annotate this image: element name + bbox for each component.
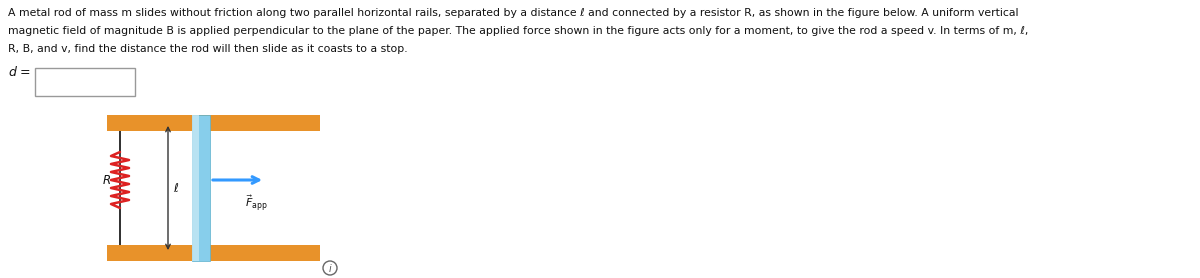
Bar [35, 68, 134, 96]
Bar [192, 115, 210, 261]
Bar [107, 115, 320, 131]
Bar [107, 245, 320, 261]
Bar [192, 115, 199, 261]
Text: R, B, and v, find the distance the rod will then slide as it coasts to a stop.: R, B, and v, find the distance the rod w… [8, 44, 408, 54]
Text: $d$ =: $d$ = [8, 65, 31, 79]
Circle shape [323, 261, 337, 275]
Text: magnetic field of magnitude B is applied perpendicular to the plane of the paper: magnetic field of magnitude B is applied… [8, 26, 1028, 36]
Text: $\vec{F}_{\mathrm{app}}$: $\vec{F}_{\mathrm{app}}$ [245, 194, 268, 214]
Text: $R$: $R$ [102, 173, 112, 187]
Text: $i$: $i$ [328, 262, 332, 274]
Text: $\ell$: $\ell$ [173, 182, 179, 195]
Text: A metal rod of mass m slides without friction along two parallel horizontal rail: A metal rod of mass m slides without fri… [8, 8, 1019, 18]
